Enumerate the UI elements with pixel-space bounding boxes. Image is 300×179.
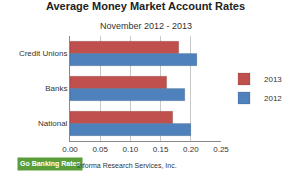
svg-text:National: National bbox=[38, 119, 68, 128]
svg-text:Go Banking Rates: Go Banking Rates bbox=[20, 160, 80, 168]
svg-text:2012: 2012 bbox=[264, 94, 282, 103]
svg-text:0.15: 0.15 bbox=[153, 145, 169, 154]
svg-text:0.20: 0.20 bbox=[183, 145, 199, 154]
svg-text:0.10: 0.10 bbox=[123, 145, 139, 154]
svg-text:Credit Unions: Credit Unions bbox=[19, 49, 67, 58]
svg-text:Informa Research Services, Inc: Informa Research Services, Inc. bbox=[77, 162, 177, 169]
svg-text:November 2012 - 2013: November 2012 - 2013 bbox=[100, 21, 192, 31]
svg-text:Banks: Banks bbox=[45, 84, 67, 93]
svg-text:Average Money Market Account R: Average Money Market Account Rates bbox=[46, 0, 245, 12]
svg-text:0.00: 0.00 bbox=[62, 145, 78, 154]
svg-text:2013: 2013 bbox=[264, 75, 282, 84]
svg-text:0.05: 0.05 bbox=[92, 145, 108, 154]
svg-text:0.25: 0.25 bbox=[213, 145, 229, 154]
